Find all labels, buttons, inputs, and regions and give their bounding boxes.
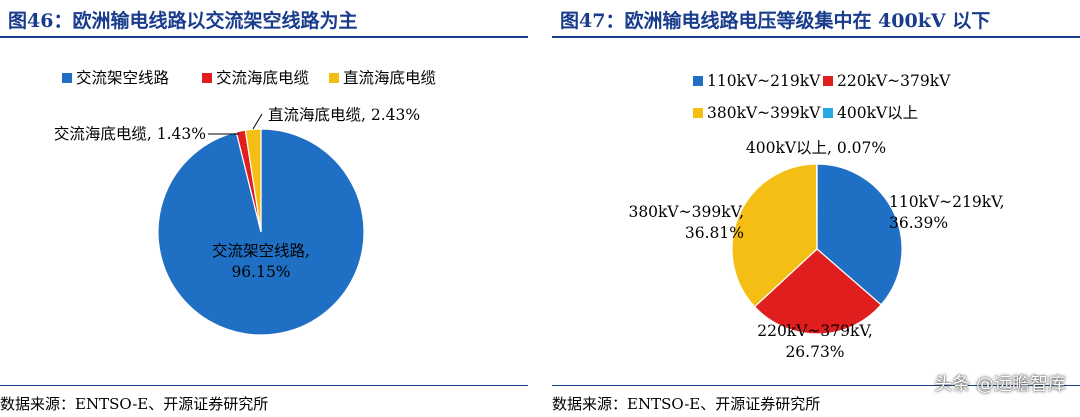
figure-46-title: 图46：欧洲输电线路以交流架空线路为主 [8, 10, 358, 32]
source-note: 数据来源：ENTSO-E、开源证券研究所 [0, 395, 269, 413]
pie-slice-2 [244, 128, 262, 233]
legend-label-0: 交流架空线路 [76, 69, 170, 87]
leader-line-1 [252, 113, 263, 130]
source-note: 数据来源：ENTSO-E、开源证券研究所 [552, 395, 821, 413]
legend-swatch-2 [693, 108, 703, 118]
legend-label-3: 400kV以上 [837, 104, 918, 122]
legend-swatch-1 [823, 76, 833, 86]
legend-swatch-1 [202, 73, 212, 83]
legend-label-2: 380kV~399kV [707, 104, 821, 122]
legend-label-2: 直流海底电缆 [343, 69, 436, 87]
data-label-2: 直流海底电缆, 2.43% [268, 106, 420, 124]
right-figure-panel: 图47：欧洲输电线路电压等级集中在 400kV 以下 110kV~219kV 22… [552, 0, 1080, 417]
data-label-1: 交流海底电缆, 1.43% [54, 125, 206, 143]
left-figure-panel: 图46：欧洲输电线路以交流架空线路为主 交流架空线路 交流海底电缆 直流海底电缆 交流… [0, 0, 528, 417]
legend-label-1: 交流海底电缆 [216, 69, 309, 87]
pie-chart-voltage-level: 110kV~219kV 220kV~379kV 380kV~399kV 400kV以上… [628, 72, 1005, 361]
title-divider [552, 36, 1080, 38]
watermark: 头条 @远瞻智库 [934, 374, 1066, 395]
source-divider [0, 385, 528, 386]
legend-label-0: 110kV~219kV [707, 72, 821, 90]
legend-swatch-0 [62, 73, 72, 83]
legend-swatch-0 [693, 76, 703, 86]
figure-47-title: 图47：欧洲输电线路电压等级集中在 400kV 以下 [560, 10, 991, 32]
legend-label-1: 220kV~379kV [837, 72, 951, 90]
source-divider [552, 385, 1080, 386]
data-label-3: 400kV以上, 0.07% [746, 139, 886, 157]
data-label-0: 交流架空线路, 96.15% [212, 242, 310, 281]
pie-slice-2 [731, 163, 818, 308]
data-label-0: 110kV~219kV, 36.39% [889, 193, 1005, 232]
title-divider [0, 36, 528, 38]
data-label-2: 380kV~399kV, 36.81% [628, 203, 744, 242]
pie-slice-0 [816, 163, 903, 306]
pie-slice-1 [753, 248, 882, 335]
legend-swatch-2 [329, 73, 339, 83]
legend-swatch-3 [823, 108, 833, 118]
data-label-1: 220kV~379kV, 26.73% [757, 322, 873, 361]
